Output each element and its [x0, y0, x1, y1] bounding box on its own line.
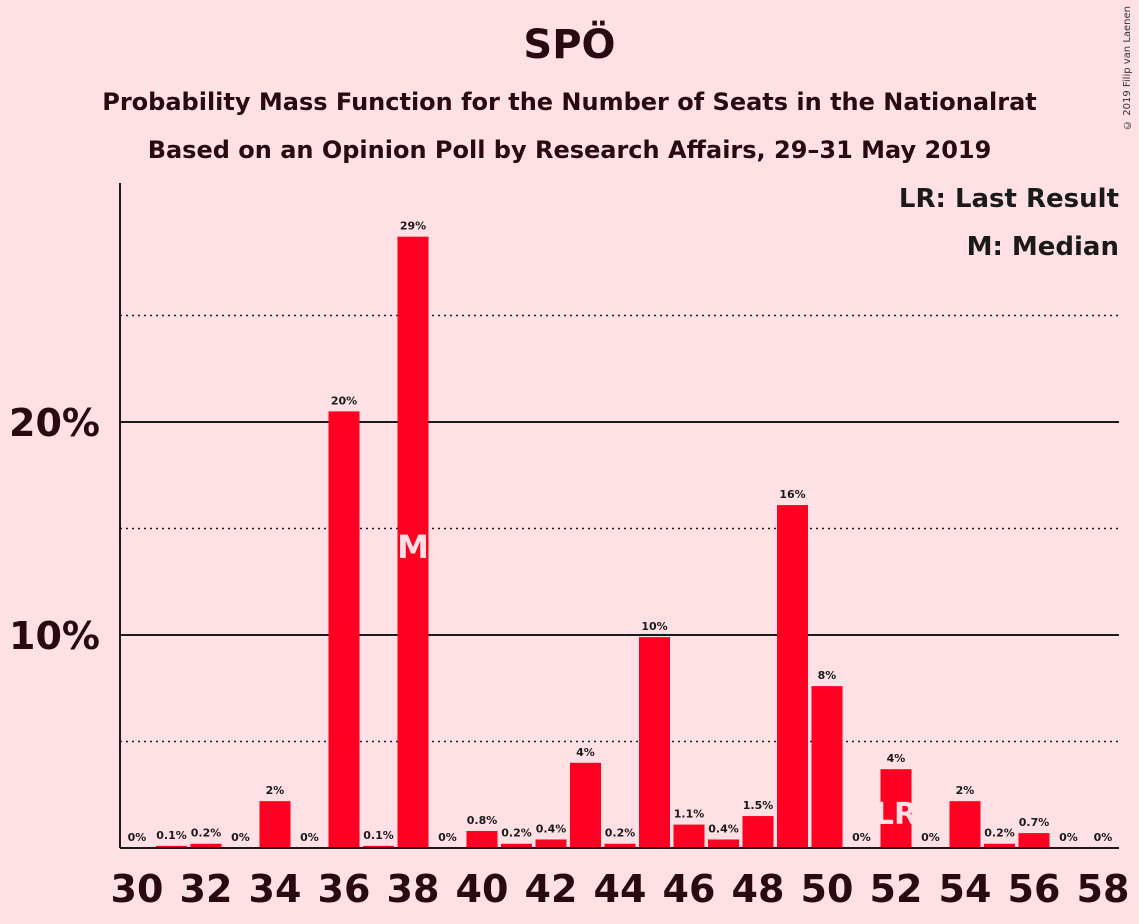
x-tick-label: 48	[732, 867, 785, 911]
x-tick-label: 30	[111, 867, 164, 911]
data-label: 0.2%	[191, 827, 222, 840]
bar	[639, 637, 670, 848]
data-label: 0%	[438, 831, 457, 844]
bar	[708, 839, 739, 848]
bar	[949, 801, 981, 848]
x-tick-label: 56	[1008, 867, 1061, 911]
data-label: 0%	[1059, 831, 1078, 844]
data-label: 0%	[852, 831, 871, 844]
bar	[535, 839, 567, 848]
data-label: 1.5%	[743, 799, 774, 812]
bar	[466, 830, 498, 848]
x-tick-label: 32	[180, 867, 233, 911]
bar	[259, 801, 291, 848]
x-tick-label: 58	[1077, 867, 1130, 911]
last-result-marker: LR	[875, 797, 917, 832]
legend-median: M: Median	[966, 232, 1119, 262]
data-label: 10%	[641, 620, 667, 633]
data-label: 0.1%	[363, 829, 394, 842]
x-tick-label: 36	[318, 867, 371, 911]
data-label: 16%	[779, 488, 805, 501]
data-label: 0.7%	[1019, 816, 1050, 829]
median-marker: M	[397, 528, 429, 566]
data-label: 4%	[887, 752, 906, 765]
data-label: 0%	[300, 831, 319, 844]
bar	[190, 843, 222, 848]
chart-title: SPÖ	[523, 22, 616, 68]
x-tick-label: 54	[939, 867, 992, 911]
bar	[363, 845, 394, 848]
data-label: 0.2%	[605, 827, 636, 840]
x-tick-label: 52	[870, 867, 923, 911]
bar	[397, 236, 429, 848]
data-label: 0.2%	[984, 827, 1015, 840]
data-label: 0.4%	[536, 822, 567, 835]
data-label: 0.2%	[501, 827, 532, 840]
chart-subtitle-poll: Based on an Opinion Poll by Research Aff…	[147, 136, 992, 164]
y-tick-label: 10%	[9, 614, 100, 658]
x-tick-label: 50	[801, 867, 854, 911]
bar	[328, 411, 360, 848]
data-label: 8%	[818, 669, 837, 682]
x-tick-label: 46	[663, 867, 716, 911]
x-tick-label: 40	[456, 867, 509, 911]
data-label: 4%	[576, 746, 595, 759]
bar	[604, 843, 636, 848]
data-label: 2%	[266, 784, 285, 797]
data-label: 1.1%	[674, 808, 705, 821]
bar	[1018, 833, 1050, 848]
bar	[501, 843, 532, 848]
bar	[811, 686, 843, 848]
data-label: 29%	[400, 220, 426, 233]
bar	[742, 816, 774, 848]
x-tick-label: 38	[387, 867, 440, 911]
data-label: 20%	[331, 394, 357, 407]
data-label: 0%	[128, 831, 147, 844]
data-label: 0%	[231, 831, 250, 844]
chart-subtitle: Probability Mass Function for the Number…	[102, 88, 1037, 116]
bar	[984, 843, 1015, 848]
data-label: 0.4%	[708, 822, 739, 835]
data-label: 2%	[956, 784, 975, 797]
x-tick-label: 34	[249, 867, 302, 911]
bar	[570, 762, 601, 848]
legend-last-result: LR: Last Result	[898, 184, 1119, 214]
bar	[156, 845, 187, 848]
bar	[777, 505, 808, 848]
data-label: 0.1%	[156, 829, 187, 842]
data-label: 0.8%	[467, 814, 498, 827]
x-tick-label: 44	[594, 867, 647, 911]
bar	[673, 824, 705, 848]
y-tick-label: 20%	[9, 401, 100, 445]
bar	[880, 769, 912, 848]
x-tick-label: 42	[525, 867, 578, 911]
data-label: 0%	[1094, 831, 1113, 844]
data-label: 0%	[921, 831, 940, 844]
